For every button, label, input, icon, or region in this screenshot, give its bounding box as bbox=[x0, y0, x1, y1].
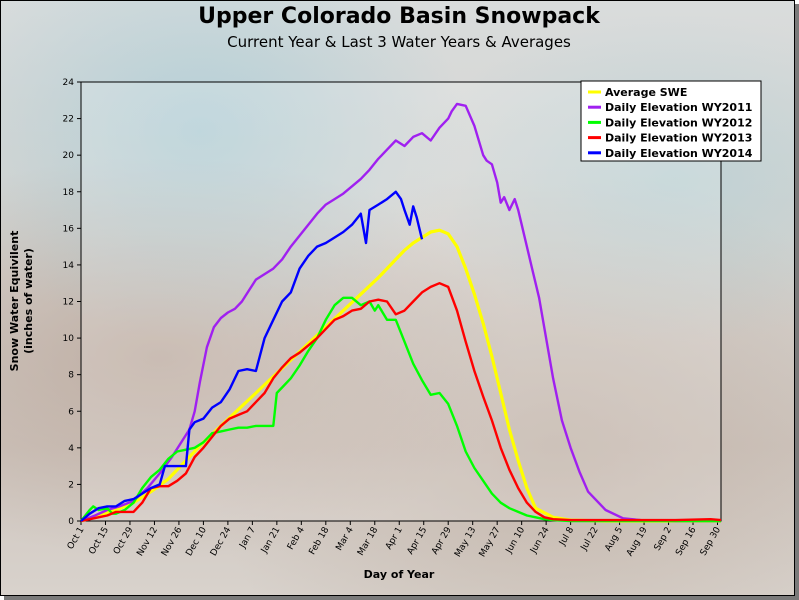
x-tick-label: Oct 1 bbox=[66, 526, 87, 552]
x-tick-label: Jun 24 bbox=[528, 525, 551, 556]
y-tick-label: 10 bbox=[63, 334, 75, 344]
legend-label: Daily Elevation WY2014 bbox=[605, 147, 753, 160]
chart-subtitle: Current Year & Last 3 Water Years & Aver… bbox=[227, 33, 571, 51]
x-tick-label: Nov 12 bbox=[135, 526, 160, 559]
x-tick-label: Sep 2 bbox=[653, 526, 674, 553]
x-tick-label: Sep 30 bbox=[699, 525, 723, 557]
x-axis-label: Day of Year bbox=[364, 568, 435, 581]
y-tick-label: 16 bbox=[63, 224, 75, 234]
series-line-daily-elevation-wy2012 bbox=[80, 296, 721, 523]
legend-label: Daily Elevation WY2011 bbox=[605, 101, 752, 114]
series-lines bbox=[80, 102, 722, 523]
x-tick-label: Apr 15 bbox=[406, 526, 430, 557]
x-tick-label: Mar 4 bbox=[334, 525, 356, 552]
x-tick-label: May 13 bbox=[453, 526, 478, 560]
x-tick-label: Oct 15 bbox=[87, 526, 111, 557]
legend-label: Daily Elevation WY2013 bbox=[605, 132, 752, 145]
legend-box bbox=[580, 80, 762, 162]
y-tick-label: 22 bbox=[63, 115, 74, 125]
y-tick-label: 6 bbox=[68, 407, 74, 417]
x-tick-label: May 27 bbox=[478, 526, 503, 560]
x-tick-label: Jul 22 bbox=[579, 526, 601, 554]
y-tick-label: 0 bbox=[68, 517, 74, 527]
series-line-daily-elevation-wy2013 bbox=[80, 282, 722, 523]
chart-title: Upper Colorado Basin Snowpack bbox=[198, 4, 601, 29]
x-tick-label: Aug 5 bbox=[603, 526, 625, 554]
x-tick-label: Jan 21 bbox=[259, 526, 282, 556]
x-tick-label: Feb 18 bbox=[308, 525, 332, 556]
legend: Average SWE Daily Elevation WY2011 Daily E… bbox=[580, 80, 762, 162]
x-tick-label: Apr 29 bbox=[430, 525, 454, 556]
y-tick-label: 12 bbox=[63, 298, 74, 308]
x-tick-label: Jul 8 bbox=[557, 525, 576, 548]
y-tick-label: 4 bbox=[68, 444, 74, 454]
y-tick-label: 14 bbox=[63, 261, 75, 271]
y-tick-label: 18 bbox=[63, 188, 75, 198]
y-axis-label-line2: (inches of water) bbox=[22, 248, 35, 354]
legend-label: Daily Elevation WY2012 bbox=[605, 116, 752, 129]
y-tick-label: 2 bbox=[68, 480, 74, 490]
x-tick-label: Mar 18 bbox=[356, 525, 380, 557]
x-tick-label: Dec 24 bbox=[209, 525, 234, 558]
y-axis-label-line1: Snow Water Equivilent bbox=[8, 231, 21, 372]
x-tick-label: Apr 1 bbox=[384, 526, 405, 552]
x-tick-label: Feb 4 bbox=[286, 525, 307, 551]
x-tick-label: Aug 19 bbox=[625, 525, 650, 558]
series-line-daily-elevation-wy2011 bbox=[80, 102, 721, 523]
series-line-daily-elevation-wy2014 bbox=[80, 190, 424, 522]
x-tick-label: Nov 26 bbox=[160, 525, 185, 558]
y-tick-label: 24 bbox=[63, 78, 75, 88]
x-tick-label: Jan 7 bbox=[238, 526, 258, 551]
x-axis-ticks: Oct 1 Oct 15 Oct 29 Nov 12 Nov 26 Dec 10 Dec 2… bbox=[66, 521, 723, 559]
legend-label: Average SWE bbox=[605, 86, 687, 99]
x-tick-label: Dec 10 bbox=[184, 525, 209, 558]
x-tick-label: Oct 29 bbox=[112, 525, 136, 556]
y-tick-label: 8 bbox=[68, 371, 74, 381]
y-tick-label: 20 bbox=[63, 151, 75, 161]
x-tick-label: Jun 10 bbox=[504, 525, 527, 556]
x-tick-label: Sep 16 bbox=[674, 525, 698, 557]
